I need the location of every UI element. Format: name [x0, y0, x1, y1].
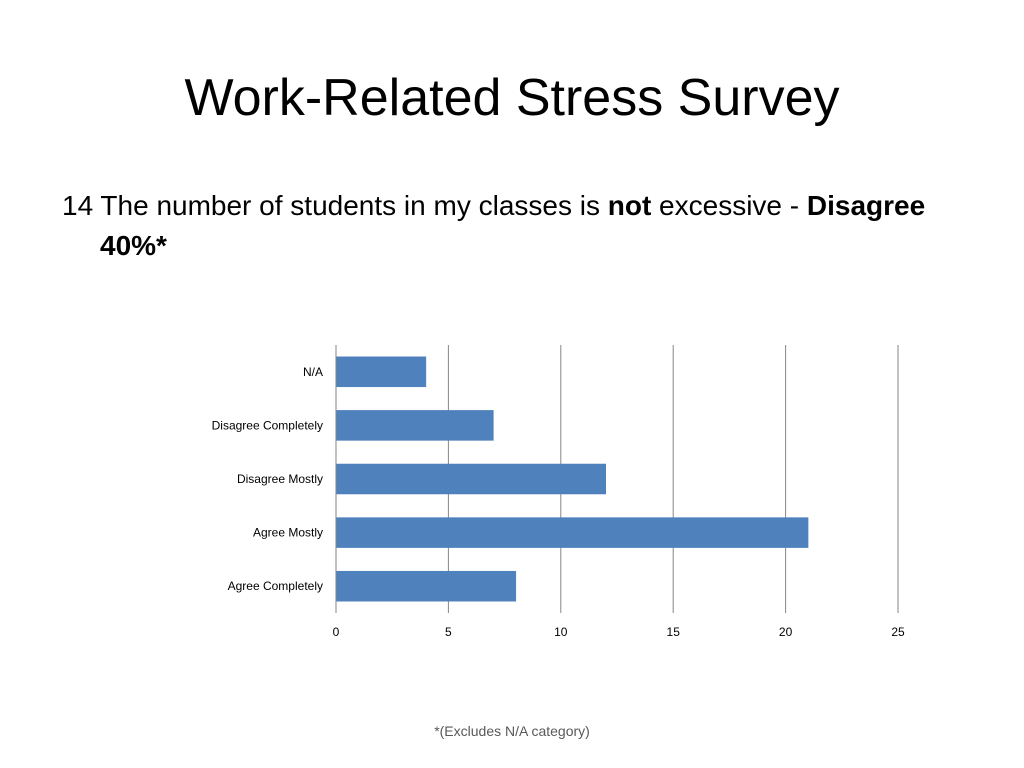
footnote: *(Excludes N/A category) [434, 723, 590, 739]
category-label: Disagree Completely [212, 418, 323, 432]
question-suffix: excessive - [651, 190, 807, 221]
bar-chart: N/A Disagree Completely Disagree Mostly Agr… [212, 345, 905, 639]
x-tick-label: 0 [333, 625, 340, 639]
question-emphasis: not [607, 190, 652, 221]
category-label: Agree Mostly [253, 526, 323, 540]
slide-title: Work-Related Stress Survey [184, 69, 840, 127]
category-label: Disagree Mostly [237, 472, 323, 486]
x-tick-label: 15 [667, 625, 681, 639]
category-label: Agree Completely [228, 579, 323, 593]
category-label: N/A [303, 365, 323, 379]
x-tick-label: 25 [891, 625, 905, 639]
bar-disagree-mostly [335, 463, 607, 495]
bar-agree-mostly [335, 517, 809, 548]
bar-agree-completely [335, 570, 517, 602]
question-prefix: 14 The number of students in my classes … [62, 190, 608, 221]
x-tick-label: 5 [445, 625, 452, 639]
bar-n-a [335, 356, 427, 388]
x-tick-label: 10 [554, 625, 568, 639]
x-tick-label: 20 [779, 625, 793, 639]
question-text: 14 The number of students in my classes … [62, 186, 980, 266]
bar-disagree-completely [335, 410, 494, 441]
question-answer: Disagree 40%* [100, 190, 926, 261]
